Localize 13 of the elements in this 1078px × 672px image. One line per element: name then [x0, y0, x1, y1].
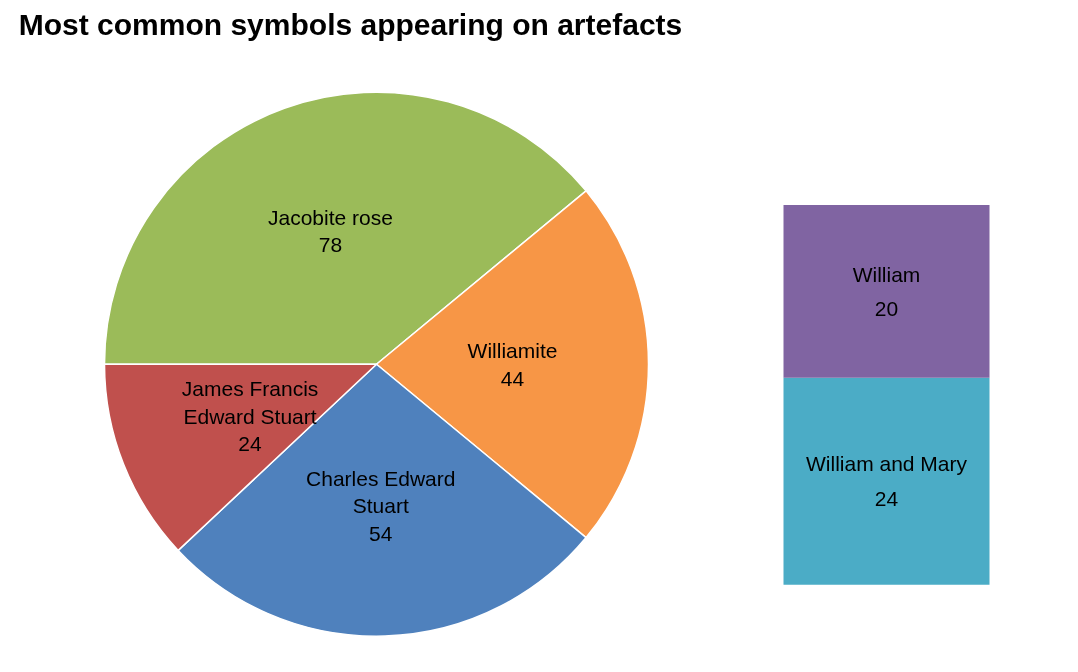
data-label: 24 — [238, 432, 263, 456]
chart-title: Most common symbols appearing on artefacts — [18, 7, 683, 41]
slice-label: Williamite — [467, 338, 558, 362]
data-label: 20 — [874, 297, 899, 321]
data-label: 44 — [500, 366, 525, 390]
data-label: 24 — [874, 486, 899, 510]
data-label: 78 — [318, 233, 343, 257]
slice-label: Charles Edward Stuart — [306, 466, 456, 518]
data-label: 54 — [369, 521, 393, 545]
slice-label: Jacobite rose — [267, 205, 393, 229]
series-label: William and Mary — [805, 452, 968, 476]
slice-label: James Francis Edward Stuart — [181, 377, 319, 428]
series-label: William — [852, 262, 921, 286]
